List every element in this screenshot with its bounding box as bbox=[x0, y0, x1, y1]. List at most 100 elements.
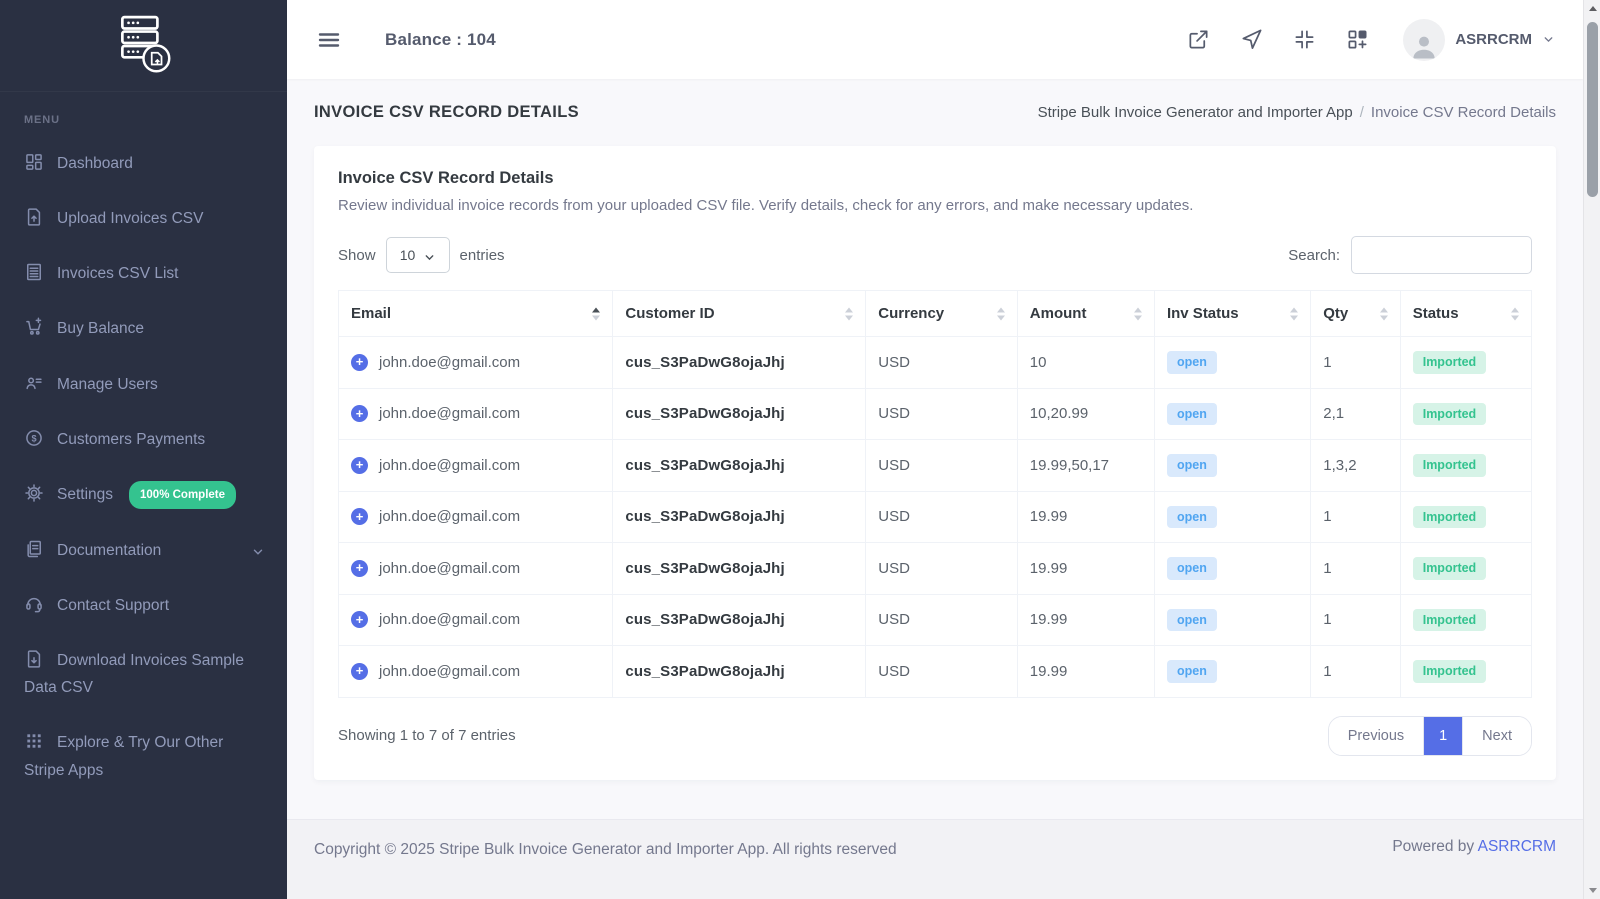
sidebar-item-documentation[interactable]: Documentation bbox=[0, 523, 287, 578]
breadcrumb: Stripe Bulk Invoice Generator and Import… bbox=[1038, 104, 1556, 121]
sidebar: MENU Dashboard Upload Invoices CSV bbox=[0, 0, 287, 899]
sort-icons bbox=[1133, 307, 1142, 320]
amount-cell: 10,20.99 bbox=[1016, 387, 1155, 440]
amount-cell: 19.99 bbox=[1016, 593, 1155, 646]
next-page-button[interactable]: Next bbox=[1462, 716, 1531, 755]
currency-cell: USD bbox=[865, 387, 1018, 440]
sidebar-item-label: Buy Balance bbox=[57, 320, 145, 338]
copyright-text: Copyright © 2025 Stripe Bulk Invoice Gen… bbox=[314, 841, 897, 858]
inv-status-cell: open bbox=[1153, 490, 1312, 543]
status-cell: Imported bbox=[1399, 542, 1533, 595]
sidebar-item-contact-support[interactable]: Contact Support bbox=[0, 578, 287, 633]
expand-row-icon[interactable] bbox=[351, 662, 368, 680]
expand-row-icon[interactable] bbox=[351, 611, 368, 629]
expand-row-icon[interactable] bbox=[351, 559, 368, 577]
sidebar-item-download-sample-csv[interactable]: Download Invoices Sample Data CSV bbox=[0, 633, 287, 715]
chevron-down-icon bbox=[424, 250, 435, 261]
gear-icon bbox=[24, 483, 44, 503]
card-subtitle: Review individual invoice records from y… bbox=[338, 197, 1194, 214]
scrollbar-up-arrow-icon[interactable] bbox=[1584, 0, 1600, 17]
inv-status-badge: open bbox=[1166, 454, 1217, 477]
top-header: Balance : 104 bbox=[287, 0, 1583, 79]
previous-page-button[interactable]: Previous bbox=[1328, 716, 1425, 755]
inv-status-badge: open bbox=[1166, 660, 1217, 683]
sidebar-item-settings[interactable]: Settings 100% Complete bbox=[0, 467, 287, 523]
qty-cell: 1 bbox=[1310, 490, 1401, 543]
show-label: Show bbox=[338, 246, 376, 264]
scrollbar-down-arrow-icon[interactable] bbox=[1584, 882, 1600, 899]
sidebar-item-customers-payments[interactable]: $ Customers Payments bbox=[0, 412, 287, 467]
powered-by-brand-link[interactable]: ASRRCRM bbox=[1477, 838, 1556, 855]
apps-plus-icon[interactable] bbox=[1346, 28, 1369, 51]
breadcrumb-current: Invoice CSV Record Details bbox=[1370, 104, 1556, 121]
sort-icons bbox=[845, 307, 854, 320]
page-number-button[interactable]: 1 bbox=[1424, 716, 1463, 755]
table-row: john.doe@gmail.com cus_S3PaDwG8ojaJhj US… bbox=[337, 336, 1533, 389]
customer-id-cell: cus_S3PaDwG8ojaJhj bbox=[612, 387, 867, 440]
file-upload-icon bbox=[24, 207, 44, 227]
breadcrumb-parent[interactable]: Stripe Bulk Invoice Generator and Import… bbox=[1037, 104, 1353, 121]
status-cell: Imported bbox=[1399, 439, 1533, 492]
email-cell: john.doe@gmail.com bbox=[337, 490, 614, 543]
file-download-icon bbox=[24, 649, 44, 669]
entries-select[interactable]: 10 bbox=[385, 237, 450, 273]
qty-cell: 1 bbox=[1310, 542, 1401, 595]
column-header-inv-status[interactable]: Inv Status bbox=[1153, 290, 1312, 337]
sidebar-item-label: Settings bbox=[57, 485, 114, 503]
email-cell: john.doe@gmail.com bbox=[337, 645, 614, 698]
compress-icon[interactable] bbox=[1293, 28, 1316, 51]
inv-status-cell: open bbox=[1153, 593, 1312, 646]
user-menu[interactable]: ASRRCRM bbox=[1403, 18, 1555, 61]
app-logo[interactable] bbox=[0, 0, 287, 92]
status-badge: Imported bbox=[1412, 351, 1487, 374]
sidebar-item-label: Dashboard bbox=[57, 155, 133, 172]
amount-cell: 19.99 bbox=[1016, 542, 1155, 595]
expand-row-icon[interactable] bbox=[351, 405, 368, 423]
inv-status-cell: open bbox=[1153, 542, 1312, 595]
column-header-status[interactable]: Status bbox=[1399, 290, 1533, 337]
expand-row-icon[interactable] bbox=[351, 508, 368, 526]
inv-status-badge: open bbox=[1166, 608, 1217, 631]
email-cell: john.doe@gmail.com bbox=[337, 593, 614, 646]
inv-status-badge: open bbox=[1166, 557, 1217, 580]
status-badge: Imported bbox=[1412, 454, 1487, 477]
search-input[interactable] bbox=[1351, 236, 1532, 274]
column-header-amount[interactable]: Amount bbox=[1016, 290, 1155, 337]
currency-cell: USD bbox=[865, 439, 1018, 492]
status-cell: Imported bbox=[1399, 645, 1533, 698]
amount-cell: 10 bbox=[1016, 336, 1155, 389]
headset-icon bbox=[24, 594, 44, 614]
sidebar-item-manage-users[interactable]: Manage Users bbox=[0, 357, 287, 412]
sidebar-item-buy-balance[interactable]: Buy Balance bbox=[0, 301, 287, 356]
expand-row-icon[interactable] bbox=[351, 353, 368, 371]
sidebar-item-explore-other-apps[interactable]: Explore & Try Our Other Stripe Apps bbox=[0, 715, 287, 797]
records-table: Email Customer ID Currency Amount Inv St… bbox=[337, 290, 1533, 698]
column-header-qty[interactable]: Qty bbox=[1310, 290, 1401, 337]
customer-id-cell: cus_S3PaDwG8ojaJhj bbox=[612, 542, 867, 595]
hamburger-menu-icon[interactable] bbox=[317, 28, 341, 52]
avatar bbox=[1403, 18, 1446, 61]
table-row: john.doe@gmail.com cus_S3PaDwG8ojaJhj US… bbox=[337, 645, 1533, 698]
column-header-email[interactable]: Email bbox=[337, 290, 614, 337]
sidebar-item-label: Download Invoices Sample Data CSV bbox=[24, 652, 244, 697]
inv-status-badge: open bbox=[1166, 505, 1217, 528]
expand-row-icon[interactable] bbox=[351, 456, 368, 474]
scrollbar-thumb[interactable] bbox=[1587, 22, 1598, 197]
menu-section-label: MENU bbox=[24, 114, 60, 126]
column-header-currency[interactable]: Currency bbox=[865, 290, 1018, 337]
sidebar-item-upload-invoices-csv[interactable]: Upload Invoices CSV bbox=[0, 191, 287, 246]
qty-cell: 1,3,2 bbox=[1310, 439, 1401, 492]
email-cell: john.doe@gmail.com bbox=[337, 387, 614, 440]
external-link-icon[interactable] bbox=[1187, 28, 1210, 51]
users-icon bbox=[24, 373, 44, 393]
sidebar-item-dashboard[interactable]: Dashboard bbox=[0, 136, 287, 191]
settings-complete-badge: 100% Complete bbox=[129, 480, 237, 509]
sidebar-item-invoices-csv-list[interactable]: Invoices CSV List bbox=[0, 246, 287, 301]
status-badge: Imported bbox=[1412, 557, 1487, 580]
status-badge: Imported bbox=[1412, 505, 1487, 528]
page-scrollbar[interactable] bbox=[1583, 0, 1600, 899]
entries-label: entries bbox=[459, 246, 505, 264]
send-icon[interactable] bbox=[1240, 28, 1263, 51]
column-header-customer-id[interactable]: Customer ID bbox=[612, 290, 867, 337]
email-cell: john.doe@gmail.com bbox=[337, 336, 614, 389]
